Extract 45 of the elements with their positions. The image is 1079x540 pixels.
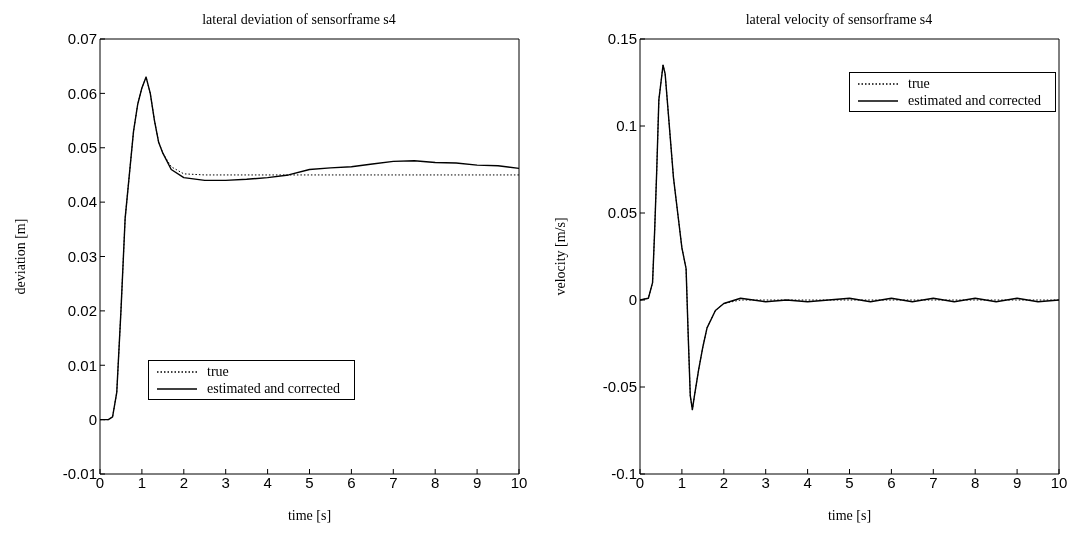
chart-title: lateral velocity of sensorframe s4 bbox=[744, 12, 934, 28]
y-tick-label: 0.02 bbox=[67, 302, 97, 320]
x-axis-title: time [s] bbox=[287, 508, 332, 523]
x-tick-label: 2 bbox=[179, 473, 188, 491]
x-tick-label: 4 bbox=[263, 473, 272, 491]
y-tick-label: 0.15 bbox=[607, 30, 637, 48]
x-tick-label: 9 bbox=[1012, 473, 1022, 491]
x-tick-label: 6 bbox=[347, 473, 356, 491]
x-tick-label: 8 bbox=[971, 473, 980, 491]
y-tick-label: 0.06 bbox=[67, 84, 97, 102]
y-tick-label: 0.07 bbox=[67, 30, 97, 48]
y-tick-label: 0.1 bbox=[616, 117, 637, 135]
x-tick-label: 7 bbox=[389, 473, 398, 491]
y-tick-label: -0.05 bbox=[602, 378, 637, 396]
y-tick-label: 0.01 bbox=[67, 356, 97, 374]
x-tick-label: 9 bbox=[472, 473, 482, 491]
x-tick-label: 5 bbox=[845, 473, 854, 491]
x-tick-label: 6 bbox=[887, 473, 896, 491]
x-tick-label: 10 bbox=[1050, 473, 1068, 491]
y-tick-label: -0.1 bbox=[611, 465, 637, 483]
x-tick-label: 7 bbox=[929, 473, 938, 491]
x-axis-title: time [s] bbox=[827, 508, 872, 523]
y-axis-title: velocity [m/s] bbox=[552, 217, 568, 296]
legend-label: true bbox=[908, 75, 930, 92]
y-tick-label: 0.05 bbox=[607, 204, 637, 222]
x-tick-label: 3 bbox=[761, 473, 770, 491]
chart-title: lateral deviation of sensorframe s4 bbox=[201, 12, 397, 28]
y-tick-label: 0.03 bbox=[67, 247, 97, 265]
legend-label: true bbox=[207, 363, 229, 380]
y-tick-label: 0.05 bbox=[67, 139, 97, 157]
x-tick-label: 8 bbox=[431, 473, 440, 491]
x-tick-label: 10 bbox=[510, 473, 528, 491]
x-tick-label: 1 bbox=[677, 473, 687, 491]
x-tick-label: 4 bbox=[803, 473, 812, 491]
x-tick-label: 2 bbox=[719, 473, 728, 491]
legend-label: estimated and corrected bbox=[908, 92, 1041, 109]
legend-label: estimated and corrected bbox=[207, 380, 340, 397]
x-tick-label: 5 bbox=[305, 473, 314, 491]
x-tick-label: 3 bbox=[221, 473, 230, 491]
x-tick-label: 1 bbox=[137, 473, 147, 491]
y-axis-title: deviation [m] bbox=[12, 218, 28, 295]
y-tick-label: 0.04 bbox=[67, 193, 97, 211]
y-tick-label: 0 bbox=[628, 291, 637, 309]
y-tick-label: -0.01 bbox=[62, 465, 97, 483]
y-tick-label: 0 bbox=[88, 410, 97, 428]
